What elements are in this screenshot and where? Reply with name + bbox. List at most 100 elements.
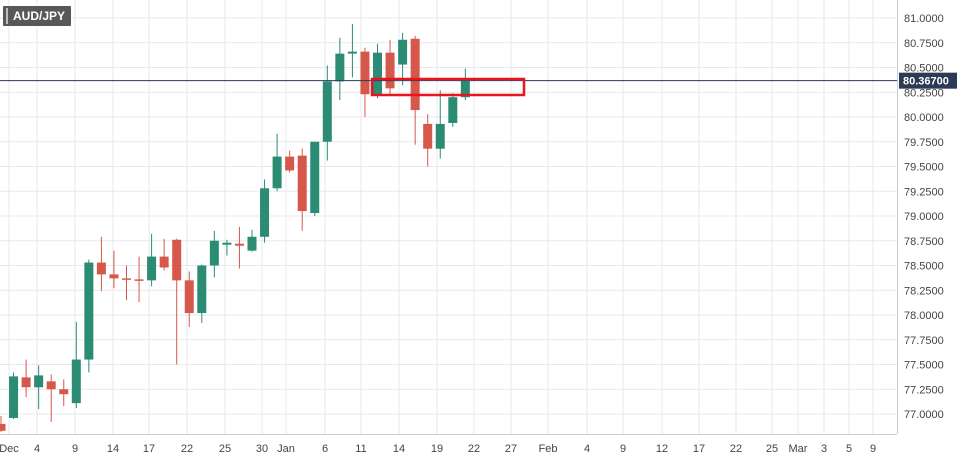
candle-up[interactable] bbox=[272, 133, 282, 192]
candle-up[interactable] bbox=[247, 229, 257, 252]
candle-up[interactable] bbox=[448, 93, 458, 127]
grid-lines bbox=[0, 0, 897, 434]
candle-body bbox=[360, 51, 370, 95]
candle-up[interactable] bbox=[373, 43, 382, 99]
candle-down[interactable] bbox=[96, 236, 106, 292]
candle-body bbox=[209, 240, 219, 266]
candle-down[interactable] bbox=[360, 47, 370, 117]
time-tick-label: 12 bbox=[656, 443, 668, 455]
candle-up[interactable] bbox=[209, 230, 219, 278]
candle-down[interactable] bbox=[423, 114, 433, 167]
candle-up[interactable] bbox=[335, 37, 345, 101]
price-tick-label: 77.5000 bbox=[904, 360, 944, 372]
time-tick-label: 22 bbox=[468, 443, 480, 455]
price-tick-label: 81.0000 bbox=[904, 13, 944, 25]
candle-body bbox=[184, 280, 194, 314]
time-tick-label: 30 bbox=[256, 443, 268, 455]
candle-up[interactable] bbox=[260, 179, 270, 243]
candle-down[interactable] bbox=[109, 250, 119, 289]
candle-body bbox=[285, 156, 295, 171]
candle-down[interactable] bbox=[184, 271, 194, 327]
candle-up[interactable] bbox=[71, 321, 81, 409]
time-tick-label: Feb bbox=[539, 443, 558, 455]
price-tick-label: 80.2500 bbox=[904, 87, 944, 99]
candle-down[interactable] bbox=[172, 238, 182, 365]
time-tick-label: 25 bbox=[219, 443, 231, 455]
price-tick-label: 79.0000 bbox=[904, 211, 944, 223]
candle-body bbox=[159, 256, 169, 268]
price-tick-label: 78.5000 bbox=[904, 261, 944, 273]
time-tick-label: 14 bbox=[393, 443, 405, 455]
candle-body bbox=[347, 51, 357, 54]
candle-up[interactable] bbox=[147, 233, 157, 287]
time-tick-label: Dec bbox=[0, 443, 19, 455]
price-tick-label: 78.2500 bbox=[904, 285, 944, 297]
highlight-box bbox=[370, 77, 526, 97]
candle-down[interactable] bbox=[159, 238, 169, 271]
candle-up[interactable] bbox=[322, 65, 332, 161]
candle-down[interactable] bbox=[122, 265, 131, 301]
candle-down[interactable] bbox=[410, 35, 420, 145]
time-tick-label: 25 bbox=[766, 443, 778, 455]
candle-body bbox=[34, 375, 44, 388]
candle-body bbox=[147, 256, 157, 281]
price-tick-label: 77.2500 bbox=[904, 384, 944, 396]
candle-body bbox=[335, 53, 345, 82]
candle-up[interactable] bbox=[310, 141, 320, 216]
candle-body bbox=[398, 39, 408, 65]
candle-body bbox=[46, 381, 56, 390]
candle-down[interactable] bbox=[234, 226, 244, 269]
price-axis-labels: 77.0000 77.2500 77.5000 77.7500 78.0000 78.25… bbox=[904, 13, 944, 421]
candle-body bbox=[460, 80, 470, 98]
time-tick-label: 22 bbox=[730, 443, 742, 455]
time-tick-label: 17 bbox=[693, 443, 705, 455]
candle-down[interactable] bbox=[285, 150, 295, 173]
candle-body bbox=[84, 262, 94, 360]
candle-body bbox=[448, 97, 458, 123]
candle-down[interactable] bbox=[46, 374, 56, 422]
time-tick-label: Jan bbox=[277, 443, 295, 455]
time-tick-label: 11 bbox=[355, 443, 366, 455]
candle-body bbox=[272, 156, 282, 189]
candle-down[interactable] bbox=[134, 256, 144, 303]
price-tick-label: 80.5000 bbox=[904, 63, 944, 75]
candle-down[interactable] bbox=[385, 39, 395, 97]
time-tick-label: 3 bbox=[821, 443, 827, 455]
candle-up[interactable] bbox=[222, 239, 232, 256]
time-tick-label: 5 bbox=[846, 443, 852, 455]
candle-down[interactable] bbox=[59, 379, 69, 407]
candle-body bbox=[197, 265, 207, 314]
candle-body bbox=[385, 52, 395, 89]
time-tick-label: 4 bbox=[34, 443, 40, 455]
candle-up[interactable] bbox=[398, 32, 408, 86]
candle-body bbox=[9, 376, 19, 418]
price-tick-label: 79.7500 bbox=[904, 137, 944, 149]
time-tick-label: 22 bbox=[181, 443, 193, 455]
candle-body bbox=[234, 243, 244, 246]
price-tick-label: 79.2500 bbox=[904, 186, 944, 198]
time-tick-label: 4 bbox=[584, 443, 590, 455]
current-price-badge: 80.36700 bbox=[899, 72, 957, 89]
price-tick-label: 77.0000 bbox=[904, 409, 944, 421]
candle-body bbox=[96, 262, 106, 275]
candle-body bbox=[373, 52, 382, 95]
candle-up[interactable] bbox=[84, 259, 94, 373]
candle-up[interactable] bbox=[347, 23, 357, 78]
candle-body bbox=[260, 188, 270, 237]
candle-body bbox=[247, 236, 257, 251]
candle-up[interactable] bbox=[197, 264, 207, 323]
candle-body bbox=[423, 123, 433, 149]
candle-down[interactable] bbox=[297, 148, 307, 231]
candle-up[interactable] bbox=[435, 90, 445, 159]
candle-down[interactable] bbox=[21, 359, 31, 398]
candle-up[interactable] bbox=[34, 365, 44, 410]
candle-down[interactable] bbox=[0, 415, 6, 432]
candle-body bbox=[310, 141, 320, 214]
price-tick-label: 80.7500 bbox=[904, 38, 944, 50]
candle-up[interactable] bbox=[9, 372, 19, 419]
time-tick-label: 17 bbox=[143, 443, 155, 455]
candle-body bbox=[297, 155, 307, 212]
candle-body bbox=[322, 81, 332, 142]
symbol-badge[interactable]: AUD/JPY bbox=[3, 6, 72, 26]
